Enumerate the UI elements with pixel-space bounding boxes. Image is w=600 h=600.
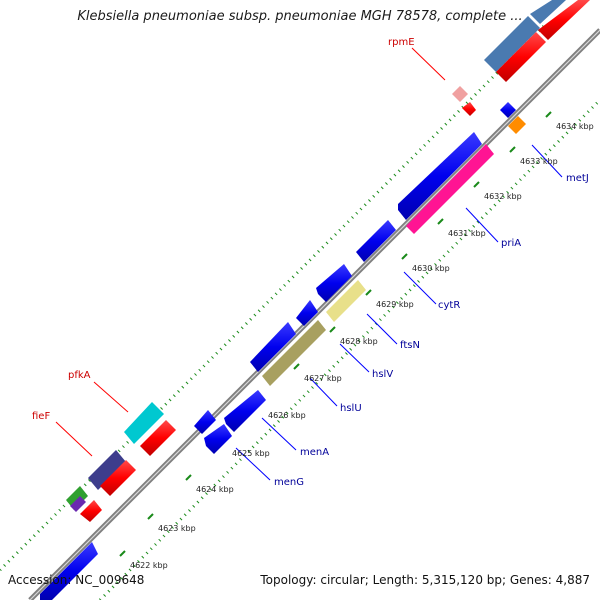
gene-hslV-pale[interactable] — [326, 280, 366, 322]
gene-left-blue-small[interactable] — [194, 410, 216, 434]
gene-red-top-2[interactable] — [538, 0, 590, 40]
callout-menG — [235, 447, 271, 481]
tick-label: 4632 kbp — [484, 192, 522, 201]
forward-strand-genes — [40, 102, 526, 600]
gene-purple-stripe[interactable] — [70, 496, 86, 512]
gene-red-fieF[interactable] — [100, 460, 136, 496]
callout-rpmE — [411, 47, 446, 81]
gene-ftsN[interactable] — [316, 264, 352, 302]
gene-label-rpmE[interactable]: rpmE — [388, 37, 415, 48]
gene-priA-blue[interactable] — [398, 132, 482, 220]
tick-dash — [329, 326, 336, 333]
gene-orange[interactable] — [508, 116, 526, 134]
reverse-strand-genes — [80, 0, 590, 522]
callout-cytR — [403, 271, 437, 305]
tick-dash — [509, 146, 516, 153]
callout-hslV — [339, 343, 370, 373]
callout-priA — [465, 207, 499, 243]
tick-label: 4628 kbp — [340, 337, 378, 346]
callout-hslU — [309, 377, 338, 407]
gene-bottom-blue[interactable] — [40, 542, 98, 600]
tick-dash — [437, 218, 444, 225]
callout-ftsN — [366, 313, 398, 345]
genome-summary: Topology: circular; Length: 5,315,120 bp… — [260, 573, 590, 587]
callout-fieF — [55, 421, 93, 457]
gene-top-steel-2[interactable] — [530, 0, 566, 24]
tick-dash — [473, 181, 480, 188]
gene-red-top-1[interactable] — [496, 32, 546, 82]
gene-hslU-olive[interactable] — [262, 320, 326, 386]
gene-menA[interactable] — [224, 390, 266, 432]
gene-top-steel[interactable] — [484, 16, 540, 72]
tick-dash — [185, 474, 192, 481]
tick-dash — [545, 111, 552, 118]
gene-hslV-blue[interactable] — [296, 300, 318, 326]
gene-menG[interactable] — [204, 424, 232, 454]
gene-label-menG[interactable]: menG — [274, 477, 304, 488]
gene-pfkA-teal[interactable] — [124, 402, 164, 444]
tick-label: 4627 kbp — [304, 374, 342, 383]
tick-dash — [401, 253, 408, 260]
rna-features — [66, 0, 566, 512]
callout-pfkA — [93, 381, 129, 413]
gene-green-stripe[interactable] — [66, 486, 88, 510]
gene-pfkA-red[interactable] — [140, 420, 176, 456]
tick-label: 4626 kbp — [268, 411, 306, 420]
tick-label: 4631 kbp — [448, 229, 486, 238]
tick-label: 4624 kbp — [196, 485, 234, 494]
tick-label: 4629 kbp — [376, 300, 414, 309]
gene-label-hslU[interactable]: hslU — [340, 403, 362, 414]
gene-hslU[interactable] — [250, 322, 296, 372]
callout-menA — [261, 417, 297, 451]
gene-label-hslV[interactable]: hslV — [372, 369, 393, 380]
gene-fieF-indigo[interactable] — [88, 450, 126, 490]
gene-cytR[interactable] — [356, 220, 396, 262]
gene-label-fieF[interactable]: fieF — [32, 411, 50, 422]
tick-dash — [147, 513, 154, 520]
tick-label: 4634 kbp — [556, 122, 594, 131]
tick-label: 4623 kbp — [158, 524, 196, 533]
map-title: Klebsiella pneumoniae subsp. pneumoniae … — [77, 9, 523, 24]
tick-dash — [293, 363, 300, 370]
gene-callouts — [55, 47, 563, 481]
tick-label: 4622 kbp — [130, 561, 168, 570]
gene-label-priA[interactable]: priA — [501, 238, 521, 249]
gene-red-bottom[interactable] — [80, 500, 102, 522]
callout-metJ — [531, 144, 563, 178]
gene-priA-pink[interactable] — [406, 144, 494, 234]
gene-rpmE-red[interactable] — [462, 102, 476, 116]
tick-dash — [365, 289, 372, 296]
accession-label: Accession: NC_009648 — [8, 573, 145, 587]
tick-label: 4625 kbp — [232, 449, 270, 458]
tick-label: 4630 kbp — [412, 264, 450, 273]
tick-labels: 4622 kbp 4623 kbp 4624 kbp 4625 kbp 4626 kbp… — [130, 122, 594, 570]
outer-dotted-track-left — [0, 23, 547, 572]
gene-labels: rpmE metJ priA cytR ftsN hslV hslU menA menG pfkA… — [32, 37, 589, 488]
gene-label-metJ[interactable]: metJ — [566, 173, 589, 184]
gene-label-cytR[interactable]: cytR — [438, 300, 460, 311]
tick-label: 4633 kbp — [520, 157, 558, 166]
gene-label-ftsN[interactable]: ftsN — [400, 340, 420, 351]
tick-dash — [119, 550, 126, 557]
gene-metJ[interactable] — [500, 102, 516, 118]
gene-rpmE-pale[interactable] — [452, 86, 468, 102]
gene-label-menA[interactable]: menA — [300, 447, 329, 458]
tick-marks — [119, 111, 552, 557]
gene-label-pfkA[interactable]: pfkA — [68, 370, 91, 381]
